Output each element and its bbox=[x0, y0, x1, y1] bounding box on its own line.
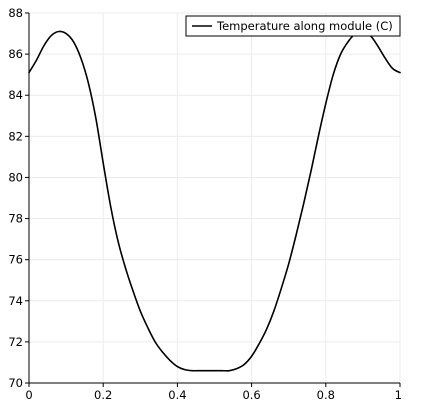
ticks: 70 72 74 76 78 80 82 84 86 88 0 0.2 0.4 0.6 0.8 1 bbox=[8, 6, 402, 402]
y-tick-label-7: 84 bbox=[8, 88, 23, 102]
x-tick-label-3: 0.6 bbox=[242, 388, 260, 402]
y-tick-label-8: 86 bbox=[8, 47, 23, 61]
series-line-0 bbox=[28, 30, 401, 372]
y-tick-label-6: 82 bbox=[8, 129, 23, 143]
y-tick-label-5: 80 bbox=[8, 170, 23, 184]
x-tick-label-2: 0.4 bbox=[168, 388, 186, 402]
series-layer bbox=[28, 30, 401, 372]
axes bbox=[28, 13, 400, 384]
legend-box bbox=[185, 15, 401, 37]
x-tick-label-4: 0.8 bbox=[317, 388, 335, 402]
legend-label: Temperature along module (C) bbox=[216, 19, 393, 33]
y-tick-label-4: 78 bbox=[8, 212, 23, 226]
x-tick-label-0: 0 bbox=[25, 388, 32, 402]
y-tick-label-2: 74 bbox=[8, 294, 23, 308]
grid bbox=[28, 12, 401, 384]
y-tick-label-9: 88 bbox=[8, 6, 23, 20]
y-tick-label-0: 70 bbox=[8, 376, 23, 390]
y-tick-label-1: 72 bbox=[8, 335, 23, 349]
legend: Temperature along module (C) bbox=[185, 15, 401, 37]
y-tick-label-3: 76 bbox=[8, 253, 23, 267]
x-tick-label-5: 1 bbox=[395, 388, 402, 402]
x-tick-label-1: 0.2 bbox=[94, 388, 112, 402]
